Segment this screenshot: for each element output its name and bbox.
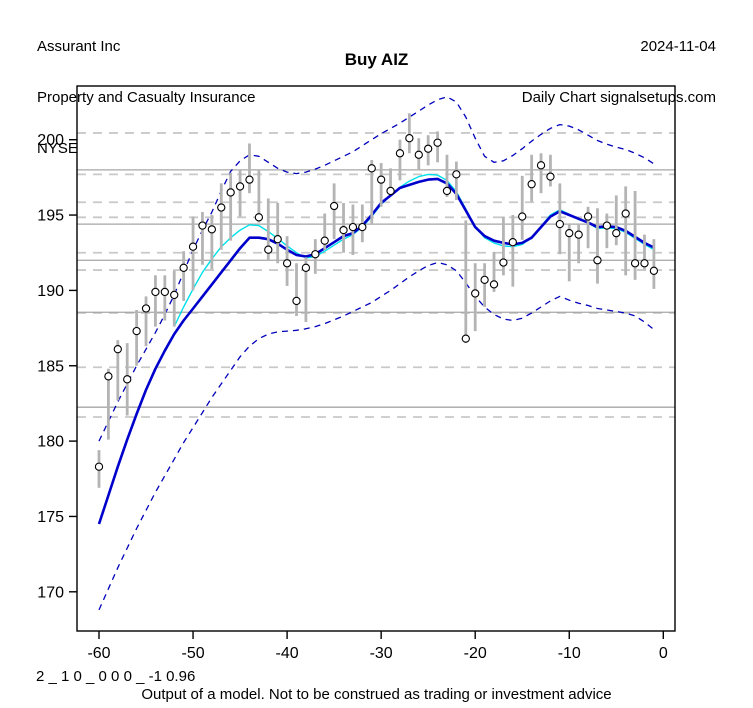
y-axis: 170 175 180 185 190 195 200 bbox=[37, 132, 77, 601]
grid-lines bbox=[77, 132, 675, 418]
close-marker bbox=[329, 201, 339, 211]
close-marker bbox=[235, 182, 245, 191]
close-marker bbox=[123, 375, 132, 384]
close-marker bbox=[489, 280, 499, 289]
close-marker bbox=[245, 175, 254, 184]
y-tick-label: 190 bbox=[37, 283, 64, 300]
close-marker bbox=[113, 345, 122, 354]
exchange-name: NYSE bbox=[37, 140, 78, 157]
close-marker bbox=[141, 304, 151, 313]
close-marker bbox=[424, 144, 433, 153]
close-marker bbox=[621, 209, 630, 218]
x-tick-label: 0 bbox=[659, 645, 668, 662]
x-tick-label: -50 bbox=[181, 645, 204, 662]
close-marker bbox=[555, 219, 564, 229]
close-marker bbox=[348, 222, 358, 232]
close-marker bbox=[414, 150, 423, 159]
close-marker bbox=[471, 289, 480, 298]
close-marker bbox=[508, 238, 517, 247]
close-marker bbox=[311, 250, 320, 259]
close-markers bbox=[94, 134, 659, 471]
close-marker bbox=[442, 186, 452, 196]
close-marker bbox=[546, 172, 555, 181]
close-marker bbox=[574, 230, 583, 239]
close-marker bbox=[151, 287, 160, 297]
close-marker bbox=[405, 134, 414, 143]
close-marker bbox=[480, 275, 489, 285]
close-marker bbox=[301, 263, 311, 272]
close-marker bbox=[160, 287, 169, 297]
slow-average-line bbox=[97, 177, 655, 525]
close-marker bbox=[264, 245, 273, 254]
lower-band-line bbox=[98, 261, 655, 611]
industry-name: Property and Casualty Insurance bbox=[37, 89, 256, 106]
price-bars bbox=[97, 113, 656, 488]
close-marker bbox=[104, 372, 113, 381]
x-tick-label: -10 bbox=[558, 645, 581, 662]
y-tick-label: 170 bbox=[37, 584, 64, 601]
chart-title: Buy AIZ bbox=[344, 50, 409, 69]
plot-border bbox=[76, 85, 676, 632]
close-marker bbox=[536, 161, 546, 170]
y-tick-label: 180 bbox=[37, 434, 64, 451]
close-marker bbox=[367, 164, 376, 173]
close-marker bbox=[612, 228, 621, 238]
header-left: Assurant Inc Property and Casualty Insur… bbox=[37, 4, 255, 174]
close-marker bbox=[292, 296, 301, 306]
x-tick-label: -40 bbox=[276, 645, 299, 662]
close-marker bbox=[94, 462, 104, 471]
close-marker bbox=[188, 242, 198, 251]
close-marker bbox=[565, 228, 574, 238]
chart-date: 2024-11-04 bbox=[640, 38, 716, 55]
close-marker bbox=[593, 256, 602, 265]
close-marker bbox=[518, 212, 527, 221]
disclaimer-text: Output of a model. Not to be construed a… bbox=[141, 686, 612, 703]
close-marker bbox=[433, 138, 442, 147]
x-tick-label: -60 bbox=[87, 645, 110, 662]
x-axis: -60 -50 -40 -30 -20 -10 0 bbox=[87, 631, 668, 662]
close-marker bbox=[273, 235, 282, 244]
y-tick-label: 200 bbox=[37, 132, 64, 149]
close-marker bbox=[583, 212, 593, 221]
close-marker bbox=[320, 236, 329, 245]
close-marker bbox=[499, 258, 508, 267]
close-marker bbox=[376, 175, 386, 184]
close-marker bbox=[649, 266, 659, 275]
close-marker bbox=[395, 149, 405, 158]
close-marker bbox=[630, 259, 640, 268]
y-tick-label: 175 bbox=[37, 509, 64, 526]
close-marker bbox=[282, 259, 292, 268]
close-marker bbox=[452, 170, 461, 179]
close-marker bbox=[170, 290, 179, 300]
close-marker bbox=[527, 180, 536, 189]
close-marker bbox=[132, 326, 141, 336]
upper-band-line bbox=[98, 96, 655, 442]
chart-source: Daily Chart signalsetups.com bbox=[521, 89, 716, 106]
close-marker bbox=[254, 213, 264, 222]
fast-average-line bbox=[173, 173, 655, 327]
y-tick-label: 185 bbox=[37, 358, 64, 375]
close-marker bbox=[602, 221, 612, 230]
close-marker bbox=[198, 221, 207, 230]
close-marker bbox=[226, 188, 235, 197]
x-tick-label: -30 bbox=[370, 645, 393, 662]
close-marker bbox=[207, 225, 217, 234]
model-code: 2 _ 1 0 _ 0 0 0 _ -1 0.96 bbox=[36, 668, 196, 685]
header-right: 2024-11-04 Daily Chart signalsetups.com bbox=[522, 4, 716, 123]
close-marker bbox=[217, 203, 226, 212]
y-tick-label: 195 bbox=[37, 208, 64, 225]
close-marker bbox=[339, 225, 348, 235]
x-tick-label: -20 bbox=[464, 645, 487, 662]
close-marker bbox=[386, 186, 395, 196]
close-marker bbox=[179, 263, 188, 272]
close-marker bbox=[461, 334, 470, 343]
close-marker bbox=[358, 222, 367, 232]
close-marker bbox=[640, 259, 649, 268]
company-name: Assurant Inc bbox=[37, 38, 121, 55]
